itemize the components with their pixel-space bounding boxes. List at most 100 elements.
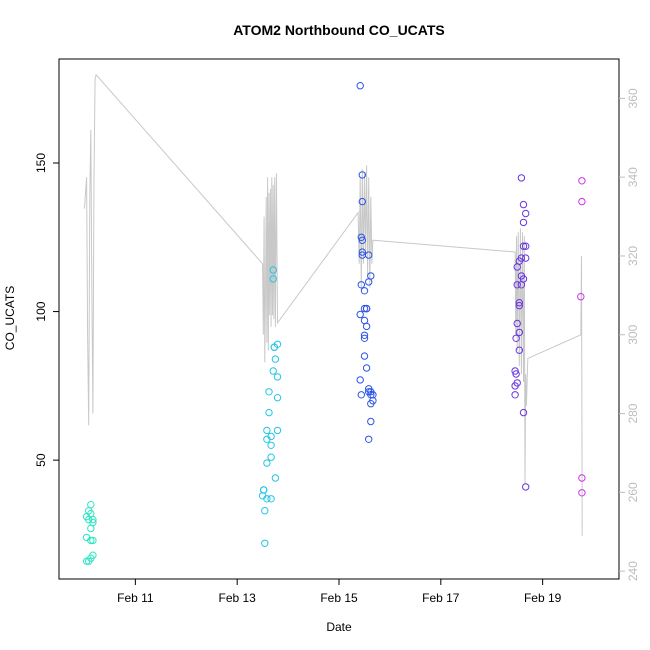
- data-point: [265, 388, 273, 396]
- data-point: [87, 524, 95, 533]
- data-point: [522, 209, 530, 218]
- data-point: [367, 272, 375, 280]
- data-point: [267, 441, 275, 449]
- data-point: [89, 551, 97, 559]
- data-point: [362, 304, 371, 313]
- data-point: [358, 236, 366, 245]
- data-point: [360, 352, 369, 360]
- y2-tick-label: 340: [626, 167, 640, 187]
- data-point: [357, 391, 365, 399]
- points-layer: [82, 82, 586, 565]
- data-point: [519, 218, 528, 227]
- data-point: [578, 489, 586, 497]
- data-point: [519, 408, 528, 417]
- data-point: [357, 281, 365, 289]
- data-point: [271, 474, 280, 482]
- data-point: [87, 501, 95, 509]
- data-point: [261, 539, 269, 547]
- data-point: [265, 408, 273, 417]
- data-point: [513, 319, 521, 328]
- x-tick-label: Feb 17: [422, 591, 460, 605]
- x-tick-label: Feb 13: [219, 591, 257, 605]
- plot-area-frame: [58, 58, 620, 580]
- data-point: [263, 459, 271, 467]
- data-point: [367, 417, 375, 426]
- data-point: [271, 355, 280, 363]
- y2-tick-label: 300: [626, 324, 640, 344]
- data-point: [360, 334, 369, 342]
- data-point: [365, 278, 373, 286]
- y2-tick-label: 260: [626, 482, 640, 502]
- data-point: [357, 233, 365, 242]
- data-point: [578, 197, 586, 206]
- data-point: [273, 373, 282, 381]
- y-axis-label: CO_UCATS: [3, 286, 17, 350]
- data-point: [512, 334, 520, 342]
- data-point: [273, 394, 282, 402]
- y-tick-label: 50: [34, 453, 48, 467]
- y2-tick-label: 240: [626, 561, 640, 581]
- data-point: [269, 266, 277, 274]
- y-axis: 50 100 150: [34, 153, 59, 467]
- data-point: [577, 293, 585, 301]
- data-point: [273, 426, 282, 435]
- data-point: [362, 364, 371, 372]
- y-tick-label: 150: [34, 153, 48, 173]
- data-point: [515, 328, 523, 337]
- data-point: [360, 304, 369, 313]
- data-point: [517, 174, 526, 182]
- data-point: [511, 391, 519, 399]
- y2-axis: 240 260 280 300 320 340 360: [619, 88, 640, 581]
- x-tick-label: Feb 15: [320, 591, 358, 605]
- data-point: [263, 495, 271, 503]
- x-axis: Feb 11 Feb 13 Feb 15 Feb 17 Feb 19: [117, 579, 562, 605]
- data-point: [89, 536, 97, 545]
- data-point: [365, 435, 373, 443]
- data-point: [578, 177, 586, 185]
- data-point: [369, 397, 377, 405]
- secondary-series-line: [84, 73, 583, 536]
- data-point: [513, 379, 521, 387]
- data-point: [260, 486, 268, 494]
- x-tick-label: Feb 11: [117, 591, 154, 605]
- y2-tick-label: 360: [626, 88, 640, 108]
- data-point: [269, 367, 277, 375]
- data-point: [515, 299, 523, 307]
- data-point: [360, 331, 369, 339]
- data-point: [362, 322, 371, 331]
- data-point: [512, 370, 520, 378]
- data-point: [515, 301, 523, 310]
- data-point: [89, 518, 97, 527]
- y-tick-label: 100: [34, 301, 48, 321]
- data-point: [517, 254, 526, 262]
- data-point: [267, 432, 275, 441]
- x-tick-label: Feb 19: [524, 591, 562, 605]
- data-point: [267, 453, 275, 461]
- y2-tick-label: 320: [626, 246, 640, 266]
- data-point: [365, 251, 373, 259]
- data-point: [358, 248, 366, 256]
- data-point: [522, 483, 530, 491]
- data-point: [519, 275, 528, 283]
- y2-tick-label: 280: [626, 403, 640, 423]
- data-point: [356, 310, 364, 319]
- data-point: [511, 367, 519, 375]
- data-point: [578, 474, 586, 482]
- data-point: [267, 495, 275, 503]
- data-point: [519, 200, 528, 209]
- data-point: [513, 281, 521, 289]
- data-point: [358, 171, 366, 179]
- chart-title: ATOM2 Northbound CO_UCATS: [233, 22, 445, 38]
- data-point: [356, 376, 364, 384]
- data-point: [263, 426, 271, 435]
- secondary-line-layer: [84, 73, 583, 536]
- data-point: [356, 82, 364, 90]
- data-point: [522, 242, 530, 250]
- data-point: [358, 197, 366, 206]
- data-point: [89, 515, 97, 524]
- data-point: [360, 287, 369, 295]
- data-point: [522, 254, 530, 262]
- data-point: [515, 346, 523, 354]
- data-point: [269, 275, 277, 283]
